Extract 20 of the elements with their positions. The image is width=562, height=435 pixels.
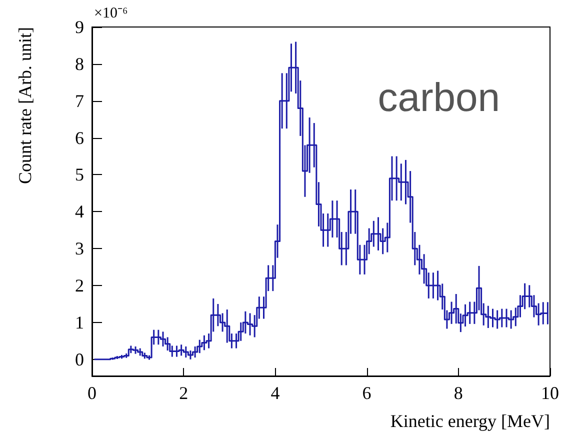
x-tick-label: 6 [362,383,372,403]
x-tick-label: 4 [270,383,280,403]
x-tick-label: 10 [541,383,559,403]
y-tick-label: 4 [75,202,84,222]
y-tick-label: 0 [75,349,84,370]
y-tick-label: 3 [75,238,84,259]
y-tick-label: 5 [75,164,84,185]
y-tick-label: 9 [75,17,84,37]
text: ×10⁻⁶ [94,6,128,22]
y-tick-label: 2 [75,276,84,296]
annotation: carbon [378,76,500,120]
x-tick-label: 0 [88,383,96,403]
x-tick-label: 2 [179,383,188,403]
y-tick-label: 1 [75,312,84,332]
y-tick-label: 7 [75,90,84,111]
x-tick-label: 8 [454,383,463,403]
y-axis-title: Count rate [Arb. unit] [15,27,35,184]
y-tick-label: 6 [75,128,84,148]
y-tick-label: 8 [75,54,84,74]
x-axis-title: Kinetic energy [MeV] [390,411,550,431]
